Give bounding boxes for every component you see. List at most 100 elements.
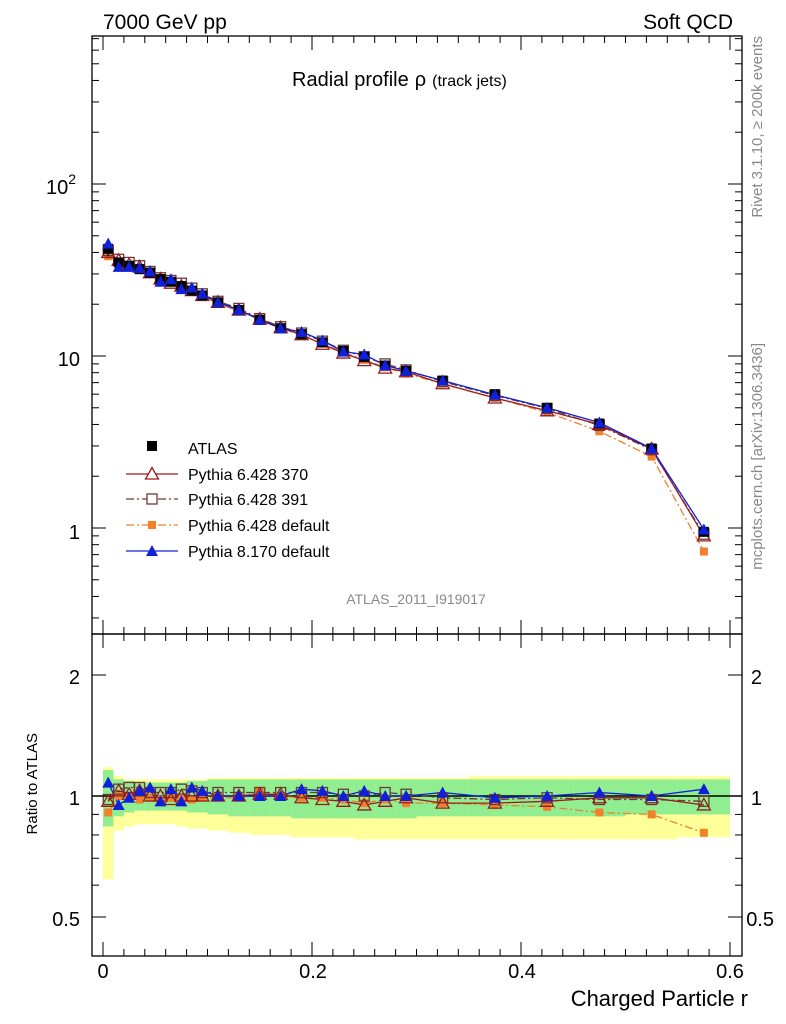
ticks bbox=[92, 36, 742, 957]
ratio-marker-pythia-8-170-default-10 bbox=[211, 790, 224, 801]
ratio-marker-pythia-8-170-default-6 bbox=[164, 783, 177, 795]
ratio-marker-pythia-8-170-default-25 bbox=[697, 783, 710, 795]
ytick-label-100-exponent: 2 bbox=[68, 171, 76, 187]
legend-marker-p8-default bbox=[146, 545, 158, 556]
ratio-marker-pythia-6-428-default-8 bbox=[187, 795, 196, 804]
ratio-marker-pythia-6-428-370-4 bbox=[142, 788, 158, 802]
marker-pythia-8-170-default-18 bbox=[379, 359, 392, 371]
ratio-marker-pythia-6-428-370-1 bbox=[111, 783, 127, 797]
marker-pythia-8-170-default-4 bbox=[144, 265, 157, 277]
ratio-ytick-label-1: 1 bbox=[69, 788, 80, 810]
marker-pythia-8-170-default-25 bbox=[697, 523, 710, 535]
legend-marker-p6-default bbox=[148, 521, 156, 529]
marker-pythia-8-170-default-0 bbox=[102, 237, 115, 249]
ratio-marker-pythia-8-170-default-13 bbox=[274, 790, 287, 801]
legend-marker-atlas bbox=[147, 441, 157, 451]
xtick-label-0.2: 0.2 bbox=[299, 961, 327, 983]
ratio-marker-pythia-8-170-default-11 bbox=[232, 790, 245, 801]
ratio-marker-pythia-8-170-default-23 bbox=[593, 786, 606, 798]
ratio-ytick-label-right-1: 1 bbox=[751, 788, 762, 810]
marker-pythia-8-170-default-5 bbox=[154, 275, 167, 287]
marker-pythia-8-170-default-23 bbox=[593, 416, 606, 428]
ratio-ytick-label-0.5: 0.5 bbox=[52, 909, 80, 931]
ratio-marker-pythia-8-170-default-22 bbox=[541, 790, 554, 801]
plot-title-suffix: (track jets) bbox=[432, 73, 507, 90]
marker-pythia-8-170-default-8 bbox=[185, 281, 198, 293]
main-markers bbox=[100, 237, 712, 556]
ratio-bands bbox=[103, 767, 730, 880]
marker-pythia-8-170-default-6 bbox=[164, 273, 177, 285]
legend-label-p6-370: Pythia 6.428 370 bbox=[188, 467, 308, 484]
xtick-label-0: 0 bbox=[97, 961, 108, 983]
marker-pythia-6-428-default-24 bbox=[647, 452, 656, 461]
marker-pythia-8-170-default-17 bbox=[358, 348, 371, 360]
marker-pythia-8-170-default-12 bbox=[253, 313, 266, 325]
ratio-marker-pythia-8-170-default-3 bbox=[133, 784, 146, 796]
ytick-label-100: 102 bbox=[46, 171, 76, 199]
ytick-label-10: 10 bbox=[58, 349, 80, 371]
ratio-marker-pythia-8-170-default-20 bbox=[436, 786, 449, 798]
ratio-ylabel: Ratio to ATLAS bbox=[24, 733, 41, 834]
analysis-watermark: ATLAS_2011_I919017 bbox=[346, 591, 486, 607]
marker-pythia-8-170-default-24 bbox=[645, 442, 658, 454]
legend-label-atlas: ATLAS bbox=[188, 441, 238, 458]
ratio-ytick-label-right-0.5: 0.5 bbox=[746, 909, 774, 931]
ratio-marker-pythia-8-170-default-19 bbox=[400, 790, 413, 801]
marker-pythia-8-170-default-22 bbox=[541, 401, 554, 413]
side-label-rivet: Rivet 3.1.10, ≥ 200k events bbox=[749, 36, 766, 218]
marker-pythia-8-170-default-2 bbox=[123, 260, 136, 272]
plot-title-symbol: ρ bbox=[415, 69, 426, 91]
ratio-marker-pythia-6-428-370-15 bbox=[314, 791, 331, 806]
ratio-marker-pythia-6-428-default-0 bbox=[104, 808, 113, 817]
ratio-marker-pythia-8-170-default-16 bbox=[337, 790, 350, 801]
ratio-marker-pythia-8-170-default-24 bbox=[645, 790, 658, 801]
legend-marker-p6-391 bbox=[146, 493, 158, 505]
marker-atlas-0 bbox=[103, 243, 114, 254]
marker-pythia-8-170-default-13 bbox=[274, 322, 287, 334]
marker-pythia-8-170-default-9 bbox=[196, 287, 209, 299]
ytick-label-100-base: 10 bbox=[46, 177, 68, 199]
ratio-marker-pythia-6-428-370-0 bbox=[100, 793, 116, 807]
ratio-marker-pythia-6-428-370-17 bbox=[356, 797, 372, 811]
ratio-marker-pythia-6-428-default-24 bbox=[647, 810, 656, 819]
ratio-marker-pythia-6-428-370-25 bbox=[696, 797, 712, 811]
xtick-label-0.6: 0.6 bbox=[716, 961, 744, 983]
ratio-marker-pythia-8-170-default-14 bbox=[295, 783, 308, 795]
ratio-marker-pythia-8-170-default-21 bbox=[488, 791, 501, 803]
marker-pythia-8-170-default-15 bbox=[316, 334, 329, 346]
ratio-marker-pythia-8-170-default-7 bbox=[175, 795, 188, 807]
x-axis-label: Charged Particle r bbox=[571, 986, 748, 1011]
legend-entry-p6-default: Pythia 6.428 default bbox=[126, 518, 330, 535]
band-stat-green-0 bbox=[103, 770, 114, 827]
legend-entry-p6-391: Pythia 6.428 391 bbox=[126, 492, 308, 509]
marker-pythia-8-170-default-20 bbox=[436, 374, 449, 386]
ratio-marker-pythia-8-170-default-9 bbox=[196, 784, 209, 796]
ratio-marker-pythia-8-170-default-5 bbox=[154, 795, 167, 807]
ratio-marker-pythia-6-428-391-25 bbox=[698, 795, 710, 807]
ratio-ytick-label-right-2: 2 bbox=[751, 667, 762, 689]
marker-pythia-8-170-default-16 bbox=[337, 345, 350, 357]
marker-pythia-8-170-default-14 bbox=[295, 325, 308, 337]
ratio-marker-pythia-8-170-default-12 bbox=[253, 790, 266, 801]
header-left: 7000 GeV pp bbox=[103, 11, 227, 34]
ratio-marker-pythia-8-170-default-4 bbox=[144, 781, 157, 793]
legend-label-p6-default: Pythia 6.428 default bbox=[188, 518, 330, 535]
legend: ATLAS Pythia 6.428 370 Pythia 6.428 391 … bbox=[126, 441, 330, 561]
marker-pythia-8-170-default-7 bbox=[175, 283, 188, 295]
marker-pythia-8-170-default-11 bbox=[232, 304, 245, 316]
ratio-marker-pythia-8-170-default-15 bbox=[316, 784, 329, 796]
ratio-marker-pythia-8-170-default-1 bbox=[112, 798, 125, 810]
header-right: Soft QCD bbox=[643, 11, 733, 34]
plot-title-text: Radial profile bbox=[292, 69, 409, 91]
ratio-marker-pythia-6-428-default-17 bbox=[360, 799, 369, 808]
legend-marker-p6-370 bbox=[144, 466, 160, 480]
marker-pythia-6-428-default-23 bbox=[595, 427, 604, 436]
series-line-pythia-8-170-default bbox=[107, 243, 705, 530]
ytick-label-1: 1 bbox=[69, 522, 80, 544]
legend-entry-atlas: ATLAS bbox=[147, 441, 238, 458]
legend-label-p6-391: Pythia 6.428 391 bbox=[188, 492, 308, 509]
xtick-label-0.4: 0.4 bbox=[508, 961, 536, 983]
ratio-marker-pythia-6-428-370-6 bbox=[163, 791, 179, 806]
marker-pythia-8-170-default-21 bbox=[488, 388, 501, 400]
